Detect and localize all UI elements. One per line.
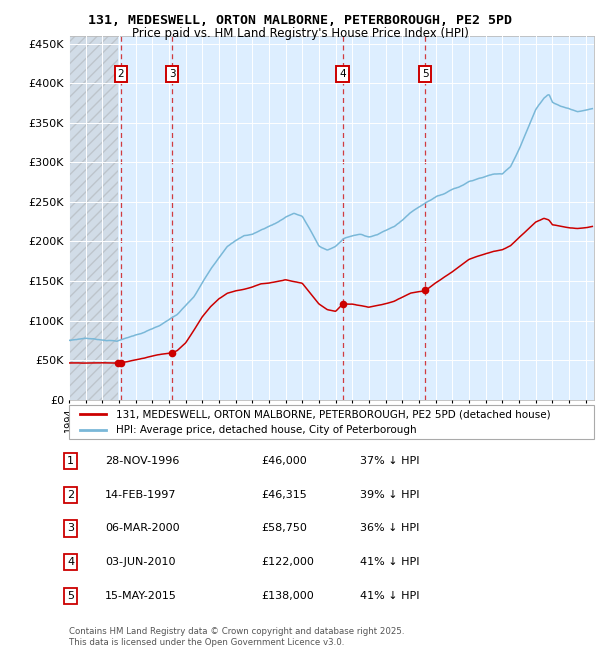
Text: 28-NOV-1996: 28-NOV-1996	[105, 456, 179, 466]
Text: 39% ↓ HPI: 39% ↓ HPI	[360, 489, 419, 500]
Text: 2: 2	[67, 489, 74, 500]
Bar	[69, 36, 118, 400]
Text: 03-JUN-2010: 03-JUN-2010	[105, 557, 176, 567]
Text: 131, MEDESWELL, ORTON MALBORNE, PETERBOROUGH, PE2 5PD: 131, MEDESWELL, ORTON MALBORNE, PETERBOR…	[88, 14, 512, 27]
Text: 37% ↓ HPI: 37% ↓ HPI	[360, 456, 419, 466]
Text: £46,000: £46,000	[261, 456, 307, 466]
Text: Price paid vs. HM Land Registry's House Price Index (HPI): Price paid vs. HM Land Registry's House …	[131, 27, 469, 40]
Text: 4: 4	[67, 557, 74, 567]
Text: 2: 2	[118, 69, 124, 79]
Text: 14-FEB-1997: 14-FEB-1997	[105, 489, 176, 500]
Text: 4: 4	[340, 69, 346, 79]
Text: 3: 3	[169, 69, 175, 79]
Text: 36% ↓ HPI: 36% ↓ HPI	[360, 523, 419, 534]
Text: £58,750: £58,750	[261, 523, 307, 534]
Text: 41% ↓ HPI: 41% ↓ HPI	[360, 557, 419, 567]
Text: HPI: Average price, detached house, City of Peterborough: HPI: Average price, detached house, City…	[116, 425, 417, 436]
Text: 131, MEDESWELL, ORTON MALBORNE, PETERBOROUGH, PE2 5PD (detached house): 131, MEDESWELL, ORTON MALBORNE, PETERBOR…	[116, 410, 551, 419]
Text: 1: 1	[67, 456, 74, 466]
Text: £122,000: £122,000	[261, 557, 314, 567]
Text: 41% ↓ HPI: 41% ↓ HPI	[360, 591, 419, 601]
Text: 15-MAY-2015: 15-MAY-2015	[105, 591, 177, 601]
Text: Contains HM Land Registry data © Crown copyright and database right 2025.
This d: Contains HM Land Registry data © Crown c…	[69, 627, 404, 647]
Text: £46,315: £46,315	[261, 489, 307, 500]
Text: 06-MAR-2000: 06-MAR-2000	[105, 523, 179, 534]
Text: 5: 5	[422, 69, 428, 79]
Text: 3: 3	[67, 523, 74, 534]
Text: £138,000: £138,000	[261, 591, 314, 601]
Text: 5: 5	[67, 591, 74, 601]
